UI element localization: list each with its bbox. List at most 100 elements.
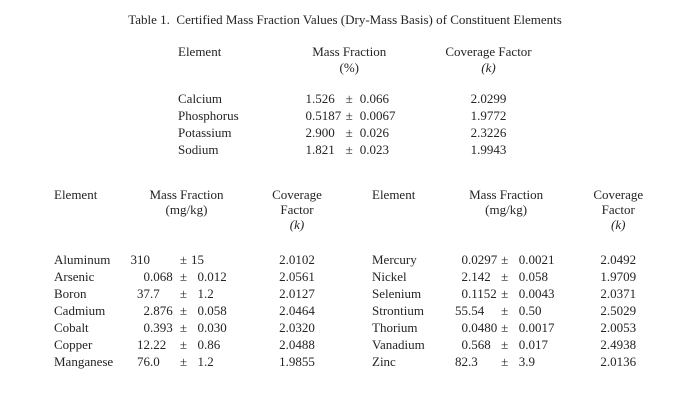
value-integer-part: 2 <box>461 269 469 284</box>
uncertainty-integer-part: 0 <box>197 303 205 318</box>
coverage-factor-cell: 1.9709 <box>600 269 637 284</box>
table-row: Zinc 82.3 ± 3.9 2.0136 <box>372 353 650 370</box>
value-fraction-part: .0480 <box>468 320 498 335</box>
plus-minus-symbol: ± <box>345 125 353 140</box>
uncertainty-cell: 0.50 <box>512 302 566 319</box>
mass-fraction-unit-header: (mg/kg) <box>485 202 528 217</box>
mass-fraction-value-cell: 0.0297 <box>446 251 498 268</box>
uncertainty-cell: 0.0017 <box>512 319 566 336</box>
coverage-factor-cell: 1.9943 <box>470 142 507 157</box>
value-fraction-part: .5187 <box>312 108 342 123</box>
uncertainty-fraction-part: .058 <box>204 303 227 318</box>
table-row: Strontium 55.54 ± 0.50 2.5029 <box>372 302 650 319</box>
column-gap <box>396 90 443 107</box>
value-integer-part: 2 <box>305 125 313 140</box>
column-gap <box>245 302 265 319</box>
plus-minus-symbol: ± <box>501 269 509 284</box>
uncertainty-cell: 0.0021 <box>512 251 566 268</box>
column-gap <box>245 187 265 202</box>
column-gap <box>245 202 265 217</box>
element-name-cell: Aluminum <box>54 252 111 267</box>
element-name-cell: Thorium <box>372 320 418 335</box>
coverage-factor-cell: 2.0053 <box>600 320 637 335</box>
column-gap <box>396 141 443 158</box>
uncertainty-fraction-part: .9 <box>525 354 535 369</box>
plus-minus-symbol: ± <box>501 320 509 335</box>
table-row: Vanadium 0.568 ± 0.017 2.4938 <box>372 336 650 353</box>
element-name-cell: Potassium <box>178 125 232 140</box>
uncertainty-cell: 0.017 <box>512 336 566 353</box>
table-row: Calcium 1.526 ± 0.066 2.0299 <box>178 90 535 107</box>
uncertainty-cell: 0.066 <box>357 90 395 107</box>
mass-fraction-value-cell: 0.1152 <box>446 285 497 302</box>
mass-fraction-unit-header: (%) <box>339 60 360 75</box>
value-integer-part: 0 <box>461 252 469 267</box>
coverage-factor-cell: 2.0127 <box>279 286 315 301</box>
table-row: Manganese 76.0 ± 1.2 1.9855 <box>54 353 329 370</box>
value-fraction-part: .54 <box>468 303 485 318</box>
header-spacer <box>178 76 535 90</box>
column-gap <box>566 217 586 232</box>
coverage-factor-cell: 2.0464 <box>279 303 315 318</box>
coverage-factor-cell: 2.0371 <box>600 286 637 301</box>
element-name-cell: Strontium <box>372 303 425 318</box>
uncertainty-fraction-part: .017 <box>525 337 548 352</box>
value-fraction-part: .1152 <box>468 286 497 301</box>
uncertainty-cell: 0.058 <box>512 268 566 285</box>
value-integer-part: 0 <box>305 108 313 123</box>
table-body: Aluminum 310 ± 15 2.0102 Arsenic 0.068 ±… <box>54 251 329 370</box>
uncertainty-integer-part: 0 <box>197 269 205 284</box>
coverage-factor-cell: 2.0299 <box>470 91 507 106</box>
coverage-factor-cell: 2.0136 <box>600 354 637 369</box>
uncertainty-cell: 0.0043 <box>512 285 566 302</box>
column-gap <box>566 251 586 268</box>
header-spacer <box>54 232 329 251</box>
mass-fraction-value-cell: 0.568 <box>446 336 497 353</box>
mass-fraction-value-cell: 2.142 <box>446 268 497 285</box>
coverage-unit-header: (k) <box>289 217 305 232</box>
value-fraction-part: .0 <box>150 354 160 369</box>
uncertainty-integer-part: 0 <box>518 286 526 301</box>
mass-fraction-value-cell: 1.526 <box>303 90 341 107</box>
coverage-factor-cell: 2.0488 <box>279 337 315 352</box>
element-name-cell: Sodium <box>178 142 219 157</box>
table-body: Calcium 1.526 ± 0.066 2.0299 Phosphorus … <box>178 90 535 158</box>
mass-fraction-value-cell: 2.900 <box>303 124 341 141</box>
column-gap <box>396 60 443 76</box>
table-row: Boron 37.7 ± 1.2 2.0127 <box>54 285 329 302</box>
element-name-cell: Manganese <box>54 354 114 369</box>
value-integer-part: 0 <box>143 320 151 335</box>
column-gap <box>245 217 265 232</box>
element-name-cell: Cobalt <box>54 320 89 335</box>
empty-header-cell <box>54 202 128 217</box>
value-integer-part: 1 <box>305 91 313 106</box>
uncertainty-cell: 1.2 <box>191 353 245 370</box>
element-name-cell: Selenium <box>372 286 422 301</box>
element-name-cell: Calcium <box>178 91 223 106</box>
table-row: Thorium 0.0480 ± 0.0017 2.0053 <box>372 319 650 336</box>
table-header: Element Mass Fraction Coverage (mg/kg) F… <box>372 187 650 251</box>
uncertainty-fraction-part: .0043 <box>525 286 555 301</box>
value-integer-part: 12 <box>137 337 150 352</box>
uncertainty-integer-part: 0 <box>359 108 367 123</box>
mass-fraction-value-cell: 0.068 <box>128 268 176 285</box>
value-fraction-part: .876 <box>150 303 173 318</box>
value-integer-part: 0 <box>461 286 469 301</box>
plus-minus-symbol: ± <box>501 337 509 352</box>
header-spacer <box>372 232 650 251</box>
uncertainty-integer-part: 0 <box>518 320 526 335</box>
mass-fraction-value-cell: 0.393 <box>128 319 176 336</box>
column-gap <box>566 302 586 319</box>
table-row: Sodium 1.821 ± 0.023 1.9943 <box>178 141 535 158</box>
element-name-cell: Mercury <box>372 252 417 267</box>
column-gap <box>566 319 586 336</box>
uncertainty-integer-part: 0 <box>518 252 526 267</box>
element-name-cell: Copper <box>54 337 93 352</box>
value-fraction-part: .3 <box>468 354 478 369</box>
mass-fraction-value-cell: 0.0480 <box>446 319 498 336</box>
plus-minus-symbol: ± <box>345 108 353 123</box>
uncertainty-cell: 0.026 <box>357 124 395 141</box>
mass-fraction-value-cell: 12.22 <box>128 336 176 353</box>
plus-minus-symbol: ± <box>501 303 509 318</box>
empty-header-cell <box>446 217 566 232</box>
